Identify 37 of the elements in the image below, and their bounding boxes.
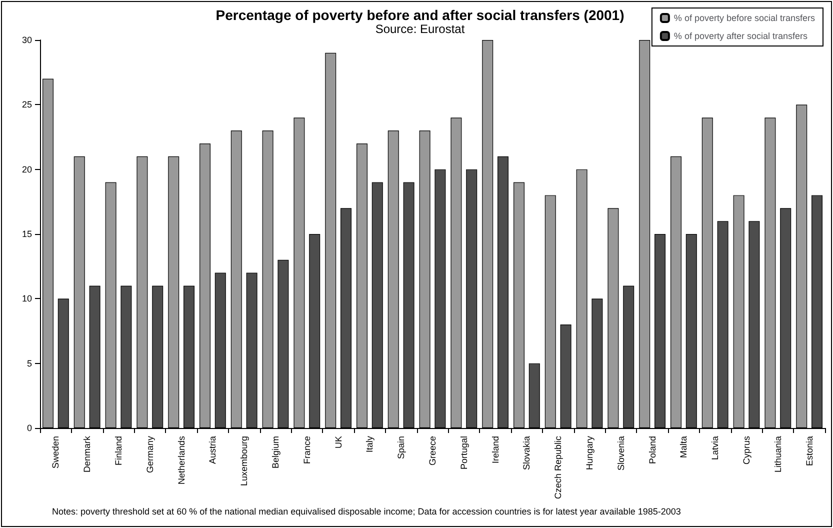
y-tick-label: 30 <box>22 35 32 45</box>
y-tick-label: 15 <box>22 229 32 239</box>
y-tick-label: 0 <box>26 423 32 433</box>
legend-label: % of poverty after social transfers <box>674 31 808 41</box>
x-tick-label: Sweden <box>50 436 61 469</box>
x-tick-label: Austria <box>208 436 218 464</box>
x-tick-label: Malta <box>678 436 689 458</box>
x-tick-label: Slovakia <box>522 436 532 470</box>
x-tick-label: Slovenia <box>616 436 626 471</box>
x-tick-label: Germany <box>144 436 155 474</box>
x-tick-label: Greece <box>428 436 438 466</box>
y-tick-label: 10 <box>22 294 32 304</box>
x-tick-label: Estonia <box>804 436 814 466</box>
x-tick-label: Belgium <box>270 436 280 469</box>
chart-title: Percentage of poverty before and after social transfers (2001) <box>216 7 624 23</box>
x-tick-label: Latvia <box>710 436 720 460</box>
x-tick-label: UK <box>333 436 344 449</box>
legend-label: % of poverty before social transfers <box>674 13 816 23</box>
chart-subtitle: Source: Eurostat <box>375 22 466 36</box>
x-tick-label: Cyprus <box>742 436 752 465</box>
y-tick-label: 20 <box>22 164 32 174</box>
x-tick-label: France <box>302 436 312 464</box>
x-tick-label: Denmark <box>82 436 92 473</box>
x-tick-label: Ireland <box>490 436 500 464</box>
x-tick-label: Hungary <box>584 436 594 470</box>
x-tick-label: Netherlands <box>176 436 186 485</box>
text: Notes: poverty threshold set at 60 % of the national median equivalised disposable income; Data for accession countries is for latest year available 1985-2003 <box>52 506 681 516</box>
y-tick-label: 25 <box>22 100 32 110</box>
y-tick-label: 5 <box>26 358 32 368</box>
x-tick-label: Spain <box>396 436 406 460</box>
x-tick-label: Lithuania <box>772 436 783 473</box>
x-tick-label: Finland <box>114 436 124 466</box>
x-tick-label: Poland <box>647 436 658 464</box>
x-tick-label: Italy <box>364 436 375 453</box>
x-tick-label: Czech Republic <box>553 436 564 500</box>
x-tick-label: Portugal <box>458 436 469 470</box>
x-tick-label: Luxembourg <box>239 436 250 486</box>
